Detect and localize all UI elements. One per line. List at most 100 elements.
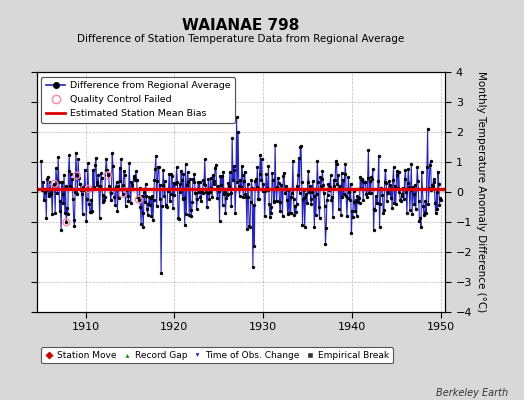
Point (267, 210, 276, 216)
Point (243, 226, 251, 232)
Point (312, 190, 321, 197)
Point (259, 181, 267, 187)
Point (172, 180, 180, 186)
Point (61, 183, 70, 189)
Point (336, 183, 344, 189)
Point (136, 203, 145, 210)
Point (181, 222, 189, 228)
Point (235, 182, 243, 189)
Point (350, 188, 358, 194)
Legend: Station Move, Record Gap, Time of Obs. Change, Empirical Break: Station Move, Record Gap, Time of Obs. C… (41, 347, 392, 364)
Point (112, 184, 120, 190)
Point (241, 168, 249, 175)
Point (321, 241, 330, 247)
Point (412, 186, 421, 192)
Point (77, 187, 85, 193)
Point (125, 160, 134, 166)
Point (249, 264, 257, 270)
Point (401, 166, 410, 173)
Point (356, 174, 365, 181)
Point (296, 190, 304, 197)
Point (206, 175, 215, 181)
Point (163, 187, 172, 194)
Point (434, 181, 443, 187)
Point (197, 198, 205, 204)
Point (151, 166, 159, 172)
Point (277, 182, 285, 188)
Point (75, 174, 83, 181)
Point (135, 196, 143, 203)
Point (120, 168, 128, 174)
Point (351, 207, 359, 214)
Point (147, 213, 156, 220)
Point (202, 188, 211, 195)
Point (140, 189, 148, 196)
Point (124, 193, 132, 199)
Point (400, 196, 408, 202)
Point (181, 161, 190, 167)
Point (38, 186, 47, 192)
Point (303, 179, 312, 186)
Point (103, 167, 111, 174)
Point (305, 183, 314, 189)
Point (236, 177, 245, 184)
Point (320, 190, 328, 196)
Point (373, 200, 381, 206)
Point (377, 185, 386, 192)
Point (70, 223, 79, 230)
Point (348, 208, 356, 214)
Point (78, 191, 86, 198)
Point (411, 206, 420, 212)
Point (210, 181, 218, 187)
Point (144, 212, 152, 218)
Point (317, 183, 325, 190)
Point (145, 194, 154, 200)
Point (104, 171, 113, 178)
Point (359, 196, 367, 203)
Point (61, 210, 69, 216)
Point (305, 189, 313, 196)
Point (43, 174, 52, 180)
Point (121, 172, 129, 178)
Point (72, 172, 81, 179)
Point (424, 200, 432, 207)
Point (370, 206, 378, 212)
Point (54, 154, 62, 160)
Point (162, 203, 170, 210)
Point (403, 210, 411, 216)
Point (287, 210, 295, 216)
Point (203, 204, 211, 210)
Point (191, 189, 199, 196)
Point (127, 179, 136, 185)
Point (142, 193, 150, 200)
Point (289, 196, 298, 203)
Point (432, 210, 440, 216)
Point (293, 183, 301, 189)
Point (170, 192, 179, 198)
Point (196, 194, 204, 200)
Point (231, 210, 239, 216)
Point (313, 158, 322, 164)
Point (391, 182, 399, 189)
Point (298, 222, 307, 228)
Point (105, 182, 113, 189)
Point (95, 215, 104, 222)
Point (294, 172, 302, 179)
Point (204, 176, 213, 182)
Point (318, 168, 326, 174)
Point (79, 184, 88, 190)
Point (332, 158, 340, 164)
Point (374, 178, 382, 184)
Point (246, 199, 255, 206)
Point (323, 197, 331, 203)
Point (228, 176, 237, 183)
Point (199, 177, 208, 183)
Point (404, 166, 412, 172)
Point (95, 186, 103, 192)
Point (355, 200, 364, 206)
Point (436, 195, 444, 202)
Point (118, 190, 127, 197)
Point (251, 178, 259, 184)
Point (97, 170, 105, 176)
Point (207, 185, 215, 192)
